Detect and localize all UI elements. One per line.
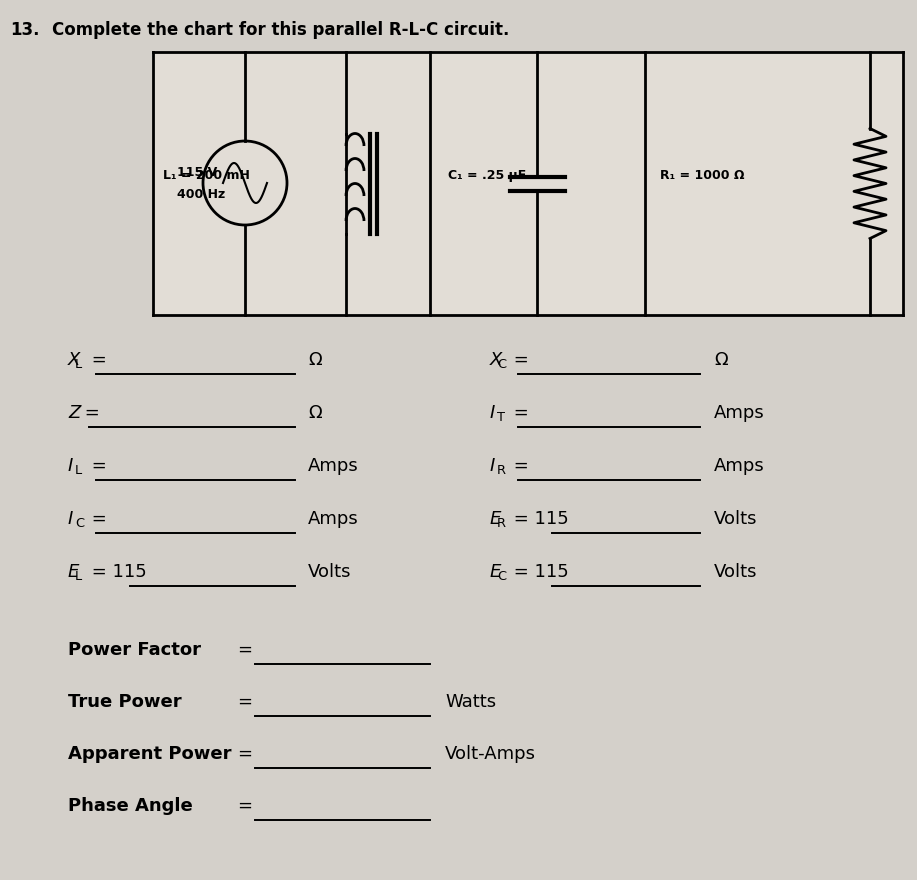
Text: Watts: Watts xyxy=(445,693,496,711)
Text: = 115: = 115 xyxy=(86,563,147,581)
Text: =: = xyxy=(237,641,252,659)
Text: Amps: Amps xyxy=(308,510,359,528)
Text: Volts: Volts xyxy=(308,563,351,581)
Text: =: = xyxy=(508,404,529,422)
Text: Volt-Amps: Volt-Amps xyxy=(445,745,536,763)
Text: E: E xyxy=(490,510,502,528)
Text: X: X xyxy=(490,351,503,369)
Text: =: = xyxy=(508,457,529,475)
Text: R: R xyxy=(497,517,506,531)
Text: Volts: Volts xyxy=(714,510,757,528)
Text: Power Factor: Power Factor xyxy=(68,641,201,659)
Text: E: E xyxy=(490,563,502,581)
Text: I: I xyxy=(68,510,73,528)
Text: R₁ = 1000 Ω: R₁ = 1000 Ω xyxy=(660,168,745,181)
Text: 400 Hz: 400 Hz xyxy=(177,187,226,201)
Text: Volts: Volts xyxy=(714,563,757,581)
Text: T: T xyxy=(497,412,504,424)
Text: = 115: = 115 xyxy=(508,563,569,581)
Text: 115 V: 115 V xyxy=(177,165,217,179)
Text: Ω: Ω xyxy=(308,404,322,422)
Text: X: X xyxy=(68,351,81,369)
Text: L: L xyxy=(75,570,82,583)
Text: =: = xyxy=(237,693,252,711)
Text: Amps: Amps xyxy=(714,404,765,422)
Text: 13.: 13. xyxy=(10,21,39,39)
Text: C: C xyxy=(497,570,506,583)
Text: I: I xyxy=(490,457,495,475)
Text: I: I xyxy=(68,457,73,475)
Text: Z: Z xyxy=(68,404,81,422)
Text: = 115: = 115 xyxy=(508,510,569,528)
Text: =: = xyxy=(86,457,106,475)
Text: Amps: Amps xyxy=(308,457,359,475)
Text: Ω: Ω xyxy=(714,351,727,369)
Text: Ω: Ω xyxy=(308,351,322,369)
Text: E: E xyxy=(68,563,80,581)
Text: =: = xyxy=(86,510,106,528)
Text: C: C xyxy=(497,358,506,371)
Text: R: R xyxy=(497,465,506,478)
Text: True Power: True Power xyxy=(68,693,182,711)
Text: =: = xyxy=(237,797,252,815)
Text: =: = xyxy=(237,745,252,763)
Text: L₁ = 200 mH: L₁ = 200 mH xyxy=(163,168,249,181)
Text: =: = xyxy=(508,351,529,369)
Text: =: = xyxy=(86,351,106,369)
Text: Apparent Power: Apparent Power xyxy=(68,745,231,763)
Text: L: L xyxy=(75,465,82,478)
Text: C₁ = .25 μF: C₁ = .25 μF xyxy=(448,168,526,181)
Text: Complete the chart for this parallel R-L-C circuit.: Complete the chart for this parallel R-L… xyxy=(52,21,509,39)
Text: =: = xyxy=(79,404,100,422)
Text: Amps: Amps xyxy=(714,457,765,475)
Text: C: C xyxy=(75,517,83,531)
Text: L: L xyxy=(75,358,82,371)
Text: Phase Angle: Phase Angle xyxy=(68,797,193,815)
Text: I: I xyxy=(490,404,495,422)
Bar xyxy=(153,52,903,315)
